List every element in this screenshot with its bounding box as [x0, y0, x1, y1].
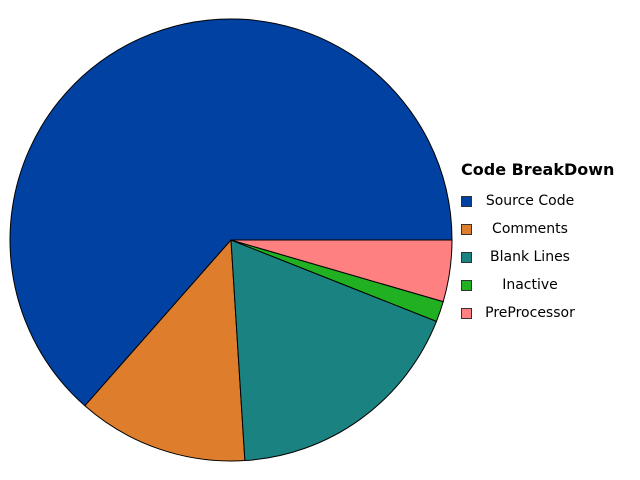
legend-swatch: [461, 279, 472, 291]
legend-swatch: [461, 251, 472, 263]
pie-slice-preprocessor: [230, 239, 453, 303]
pie-slice-source-code: [9, 18, 453, 407]
legend-label: Comments: [492, 221, 568, 237]
legend: Code BreakDown Source Code Comments Blan…: [461, 160, 614, 327]
legend-swatch: [461, 223, 472, 235]
legend-item-comments: Comments: [461, 215, 614, 243]
legend-item-source-code: Source Code: [461, 187, 614, 215]
legend-label: Inactive: [502, 277, 558, 293]
legend-swatch: [461, 195, 472, 207]
pie-slice-blank-lines: [230, 239, 437, 462]
pie-slice-comments: [84, 239, 246, 462]
legend-title: Code BreakDown: [461, 160, 615, 179]
legend-label: Blank Lines: [490, 249, 570, 265]
legend-swatch: [461, 307, 472, 319]
legend-item-preprocessor: PreProcessor: [461, 299, 614, 327]
legend-item-blank-lines: Blank Lines: [461, 243, 614, 271]
legend-item-inactive: Inactive: [461, 271, 614, 299]
legend-label: PreProcessor: [485, 305, 575, 321]
legend-label: Source Code: [485, 193, 575, 209]
